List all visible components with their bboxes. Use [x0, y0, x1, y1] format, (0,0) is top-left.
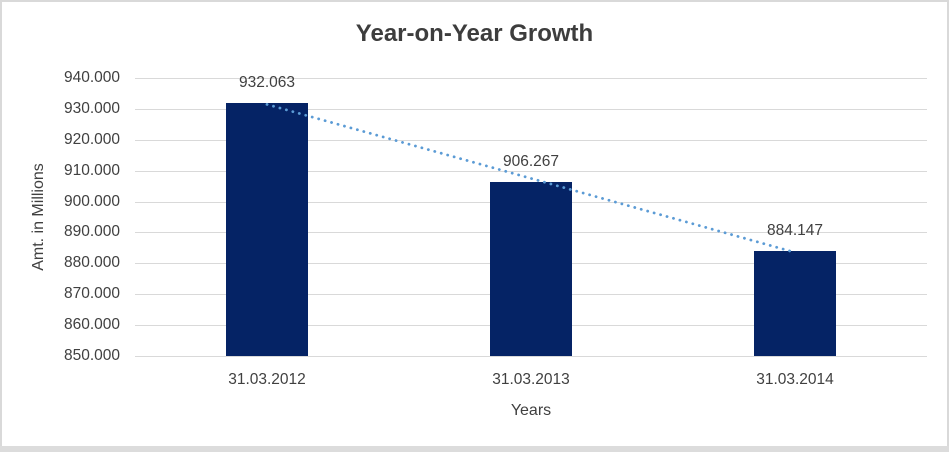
y-tick-label: 850.000 — [63, 347, 120, 364]
bar — [490, 182, 572, 356]
y-tick-label: 920.000 — [63, 131, 120, 148]
gridline — [135, 356, 927, 357]
chart-border-left — [0, 0, 2, 452]
bar-data-label: 906.267 — [502, 153, 560, 170]
y-tick-label: 870.000 — [63, 285, 120, 302]
chart-title: Year-on-Year Growth — [355, 20, 594, 47]
y-tick-label: 880.000 — [63, 254, 120, 271]
bar — [754, 251, 836, 356]
bar-data-label: 884.147 — [766, 222, 824, 239]
chart-border-top — [0, 0, 949, 2]
bar — [226, 103, 308, 356]
chart-border-bottom — [0, 446, 949, 452]
x-category-label: 31.03.2014 — [756, 371, 834, 388]
x-category-label: 31.03.2012 — [228, 371, 306, 388]
bar-data-label: 932.063 — [238, 74, 296, 91]
chart-border-right — [947, 0, 949, 452]
y-tick-label: 940.000 — [63, 69, 120, 86]
x-axis-title: Years — [510, 402, 552, 419]
y-tick-label: 860.000 — [63, 316, 120, 333]
gridline — [135, 78, 927, 79]
y-tick-label: 910.000 — [63, 162, 120, 179]
x-category-label: 31.03.2013 — [492, 371, 570, 388]
y-tick-label: 890.000 — [63, 223, 120, 240]
y-tick-label: 930.000 — [63, 100, 120, 117]
y-tick-label: 900.000 — [63, 193, 120, 210]
